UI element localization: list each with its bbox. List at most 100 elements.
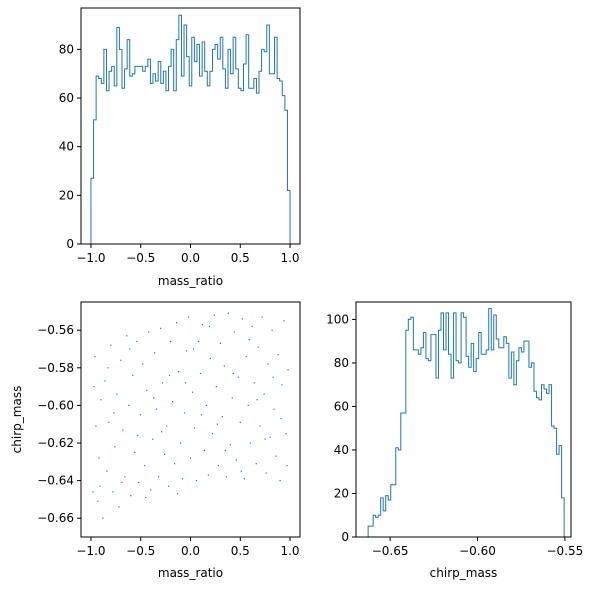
scatter-point (280, 417, 282, 420)
scatter-point (211, 433, 213, 435)
scatter-point (132, 374, 134, 376)
scatter-point (93, 386, 95, 388)
scatter-point (160, 327, 162, 329)
scatter-point (195, 480, 198, 482)
scatter-point (279, 480, 281, 482)
scatter-point (247, 404, 249, 406)
scatter-point (171, 401, 174, 403)
scatter-point (187, 316, 190, 318)
scatter-point (110, 344, 112, 346)
mass-ratio-histogram-step (90, 14, 291, 244)
scatter-yticks: −0.66 −0.64 −0.62 −0.60 −0.58 −0.56 (37, 323, 81, 525)
scatter-point (221, 416, 223, 418)
scatter-xticks: −1.0 −0.5 0.0 0.5 1.0 (76, 537, 300, 558)
scatter-point (193, 427, 196, 429)
scatter-point (269, 436, 271, 438)
scatter-point (223, 365, 225, 367)
scatter-point (229, 444, 231, 446)
scatter-point (272, 376, 274, 378)
scatter-point (183, 412, 186, 414)
scatter-point (248, 339, 250, 341)
mass-ratio-histogram-panel: −1.0 −0.5 0.0 0.5 1.0 0 20 40 60 80 mass_ratio (59, 7, 301, 288)
scatter-point (152, 438, 154, 440)
scatter-point (264, 438, 266, 440)
scatter-point (94, 355, 96, 358)
scatter-ytick-label: −0.58 (37, 361, 74, 375)
chirp-mass-histogram-xtick-label: −0.65 (372, 544, 409, 558)
scatter-point (177, 370, 180, 373)
scatter-point (251, 325, 253, 328)
scatter-point (142, 363, 144, 365)
scatter-point (173, 463, 176, 465)
scatter-point (106, 470, 108, 472)
scatter-point (197, 340, 200, 343)
scatter-point (199, 372, 202, 375)
mass-ratio-histogram-xtick-label: −0.5 (126, 251, 155, 265)
scatter-xtick-label: 0.0 (181, 544, 200, 558)
scatter-point (98, 457, 100, 459)
scatter-point (108, 421, 110, 423)
scatter-point (148, 331, 150, 333)
scatter-point (166, 425, 168, 427)
scatter-point (129, 348, 131, 350)
scatter-point (241, 318, 243, 320)
scatter-point (162, 382, 164, 384)
scatter-point (237, 376, 239, 378)
scatter-point (95, 425, 97, 427)
mass-ratio-histogram-ytick-label: 80 (59, 42, 74, 56)
scatter-point (263, 393, 265, 395)
scatter-point (185, 350, 188, 352)
scatter-point (156, 408, 158, 410)
scatter-point (205, 404, 208, 406)
scatter-point (122, 429, 124, 431)
scatter-point (191, 391, 194, 393)
scatter-frame (80, 301, 301, 538)
scatter-point (267, 363, 269, 365)
scatter-point (175, 322, 178, 324)
scatter-point (169, 374, 171, 376)
chirp-mass-histogram-xtick-label: −0.60 (459, 544, 496, 558)
chirp-mass-histogram-panel: −0.65 −0.60 −0.55 0 20 40 60 80 100 chirp_mass (326, 301, 583, 580)
chirp-mass-histogram-xlabel: chirp_mass (430, 566, 498, 580)
scatter-point (259, 425, 261, 427)
scatter-point (283, 320, 285, 322)
scatter-point (126, 335, 128, 337)
scatter-point (232, 372, 234, 375)
scatter-point (249, 442, 251, 444)
chirp-mass-histogram-frame (355, 301, 572, 538)
scatter-xtick-label: 0.5 (231, 544, 250, 558)
scatter-point (136, 340, 138, 343)
scatter-point (104, 380, 106, 382)
scatter-point (257, 346, 259, 348)
scatter-xtick-label: −0.5 (126, 544, 155, 558)
scatter-point (146, 389, 148, 391)
scatter-point (184, 382, 187, 384)
scatter-point (137, 434, 139, 437)
scatter-point (209, 357, 212, 359)
scatter-point (277, 354, 279, 356)
scatter-point (217, 464, 219, 467)
chirp-mass-histogram-xtick-label: −0.55 (546, 544, 583, 558)
mass-ratio-histogram-ytick-label: 40 (59, 140, 74, 154)
scatter-point (134, 451, 136, 453)
scatter-point (208, 325, 211, 328)
scatter-point (112, 491, 114, 493)
scatter-point (281, 384, 283, 386)
scatter-point (102, 517, 104, 519)
chirp-mass-histogram-ytick-label: 0 (341, 530, 349, 544)
scatter-point (243, 478, 245, 480)
chirp-mass-histogram-yticks: 0 20 40 60 80 100 (326, 312, 356, 544)
scatter-point (144, 464, 146, 467)
mass-ratio-vs-chirp-mass-scatter-panel: −1.0 −0.5 0.0 0.5 1.0 −0.66−0.64−0.62−0.60−0… (10, 301, 301, 580)
chirp-mass-histogram-line (365, 308, 567, 538)
scatter-point (116, 393, 118, 395)
scatter-point (121, 481, 123, 484)
chirp-mass-histogram-ytick-label: 40 (334, 443, 349, 457)
scatter-point (224, 449, 226, 452)
scatter-point (273, 408, 275, 410)
scatter-point (145, 496, 147, 499)
scatter-point (255, 463, 257, 465)
scatter-point (275, 455, 277, 457)
mass-ratio-histogram-xtick-label: 1.0 (280, 251, 299, 265)
